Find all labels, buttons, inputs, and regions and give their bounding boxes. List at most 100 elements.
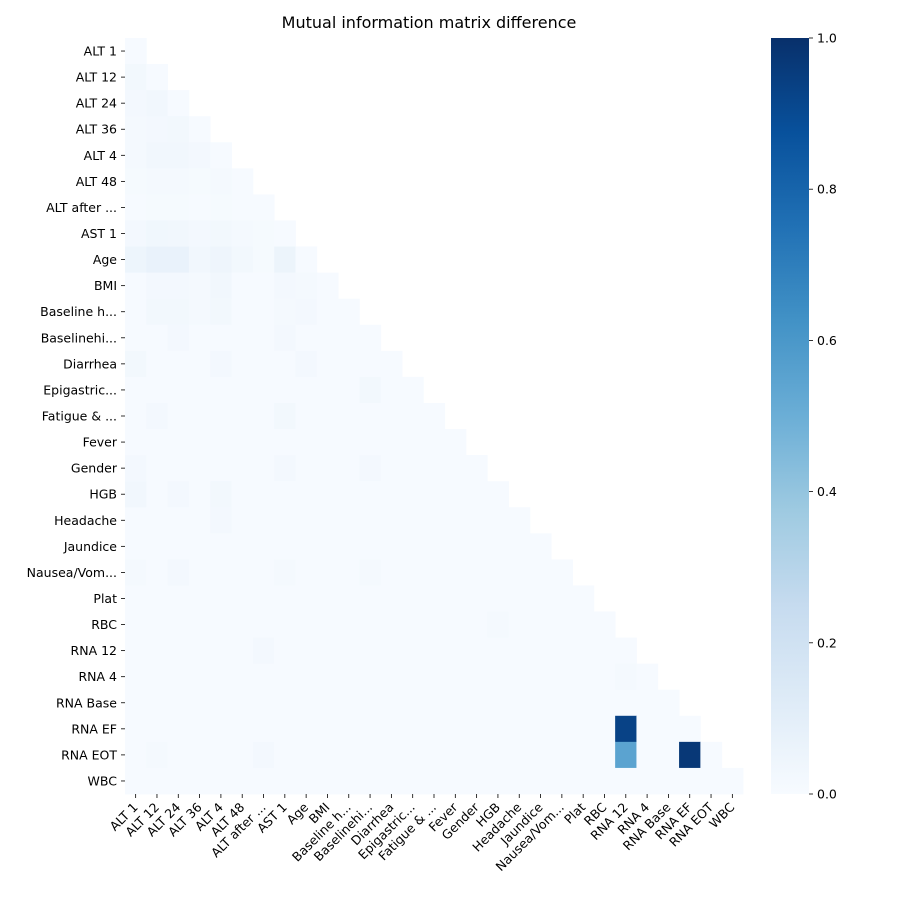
heatmap-cell — [359, 350, 382, 378]
heatmap-cell — [210, 507, 232, 534]
heatmap-cell — [231, 481, 254, 508]
heatmap-cell — [146, 611, 169, 638]
heatmap-cell — [338, 298, 360, 326]
heatmap-cell — [231, 741, 254, 769]
heatmap-cell — [252, 689, 275, 717]
heatmap-cell — [316, 637, 339, 665]
heatmap-cell — [231, 324, 254, 352]
heatmap-cell — [274, 246, 296, 274]
heatmap-cell — [423, 689, 446, 717]
heatmap-cell — [359, 376, 382, 404]
heatmap-cell — [402, 637, 424, 665]
heatmap-cell — [252, 246, 275, 274]
heatmap-cell — [529, 559, 552, 586]
heatmap-cell — [167, 194, 190, 221]
heatmap-cell — [316, 715, 339, 743]
y-tick-label: ALT after ... — [46, 200, 117, 215]
heatmap-cell — [146, 767, 169, 795]
heatmap-cell — [125, 533, 147, 560]
heatmap-cell — [572, 715, 595, 743]
heatmap-cell — [551, 689, 573, 717]
heatmap-cell — [402, 376, 424, 404]
heatmap-cell — [444, 455, 467, 482]
heatmap-cell — [508, 611, 531, 638]
heatmap-cell — [125, 38, 147, 65]
heatmap-cell — [274, 637, 296, 665]
heatmap-cell — [210, 376, 232, 404]
heatmap-cell — [167, 611, 190, 638]
heatmap-cell — [231, 350, 254, 378]
heatmap-cell — [636, 663, 659, 691]
colorbar-tick-label: 0.8 — [817, 182, 837, 197]
heatmap-cell — [274, 298, 296, 326]
heatmap-cell — [252, 767, 275, 795]
colorbar-tick-label: 0.6 — [817, 333, 837, 348]
heatmap-cell — [465, 585, 488, 612]
heatmap-cell — [210, 402, 232, 430]
heatmap-cell — [188, 220, 211, 247]
heatmap-cells — [125, 38, 744, 795]
heatmap-cell — [146, 376, 169, 404]
heatmap-cell — [423, 455, 446, 482]
heatmap-cell — [210, 715, 232, 743]
heatmap-cell — [125, 429, 147, 456]
heatmap-cell — [210, 637, 232, 665]
heatmap-cell — [465, 559, 488, 586]
heatmap-cell — [657, 741, 680, 769]
heatmap-cell — [359, 585, 382, 612]
y-tick-label: ALT 4 — [84, 148, 117, 163]
heatmap-cell — [146, 350, 169, 378]
heatmap-cell — [615, 663, 637, 691]
heatmap-cell — [380, 585, 403, 612]
heatmap-cell — [423, 429, 446, 456]
heatmap-cell — [380, 429, 403, 456]
heatmap-cell — [210, 429, 232, 456]
heatmap-cell — [338, 455, 360, 482]
heatmap-cell — [338, 429, 360, 456]
heatmap-cell — [338, 507, 360, 534]
heatmap-cell — [167, 559, 190, 586]
heatmap-cell — [146, 90, 169, 117]
heatmap-cell — [402, 741, 424, 769]
heatmap-cell — [210, 481, 232, 508]
heatmap-cell — [551, 585, 573, 612]
heatmap-cell — [295, 272, 318, 300]
heatmap-cell — [444, 611, 467, 638]
heatmap-cell — [274, 663, 296, 691]
heatmap-cell — [125, 142, 147, 169]
heatmap-cell — [444, 767, 467, 795]
heatmap-cell — [125, 559, 147, 586]
heatmap-cell — [551, 741, 573, 769]
heatmap-cell — [593, 689, 616, 717]
heatmap-cell — [125, 741, 147, 769]
heatmap-cell — [551, 611, 573, 638]
heatmap-cell — [210, 611, 232, 638]
heatmap-cell — [487, 715, 509, 743]
heatmap-cell — [316, 481, 339, 508]
heatmap-cell — [125, 272, 147, 300]
heatmap-cell — [380, 741, 403, 769]
heatmap-cell — [274, 402, 296, 430]
heatmap-cell — [508, 637, 531, 665]
heatmap-cell — [125, 194, 147, 221]
heatmap-cell — [316, 663, 339, 691]
heatmap-cell — [252, 194, 275, 221]
heatmap-cell — [125, 324, 147, 352]
heatmap-cell — [188, 142, 211, 169]
heatmap-cell — [444, 559, 467, 586]
heatmap-cell — [167, 298, 190, 326]
heatmap-cell — [188, 298, 211, 326]
heatmap-cell — [167, 689, 190, 717]
heatmap-cell — [316, 376, 339, 404]
heatmap-cell — [572, 663, 595, 691]
heatmap-cell — [508, 715, 531, 743]
heatmap-cell — [274, 741, 296, 769]
heatmap-cell — [380, 507, 403, 534]
heatmap-cell — [146, 559, 169, 586]
heatmap-cell — [487, 559, 509, 586]
heatmap-cell — [380, 455, 403, 482]
heatmap-cell — [465, 741, 488, 769]
heatmap-cell — [593, 611, 616, 638]
heatmap-cell — [508, 559, 531, 586]
y-tick-label: WBC — [88, 773, 118, 788]
